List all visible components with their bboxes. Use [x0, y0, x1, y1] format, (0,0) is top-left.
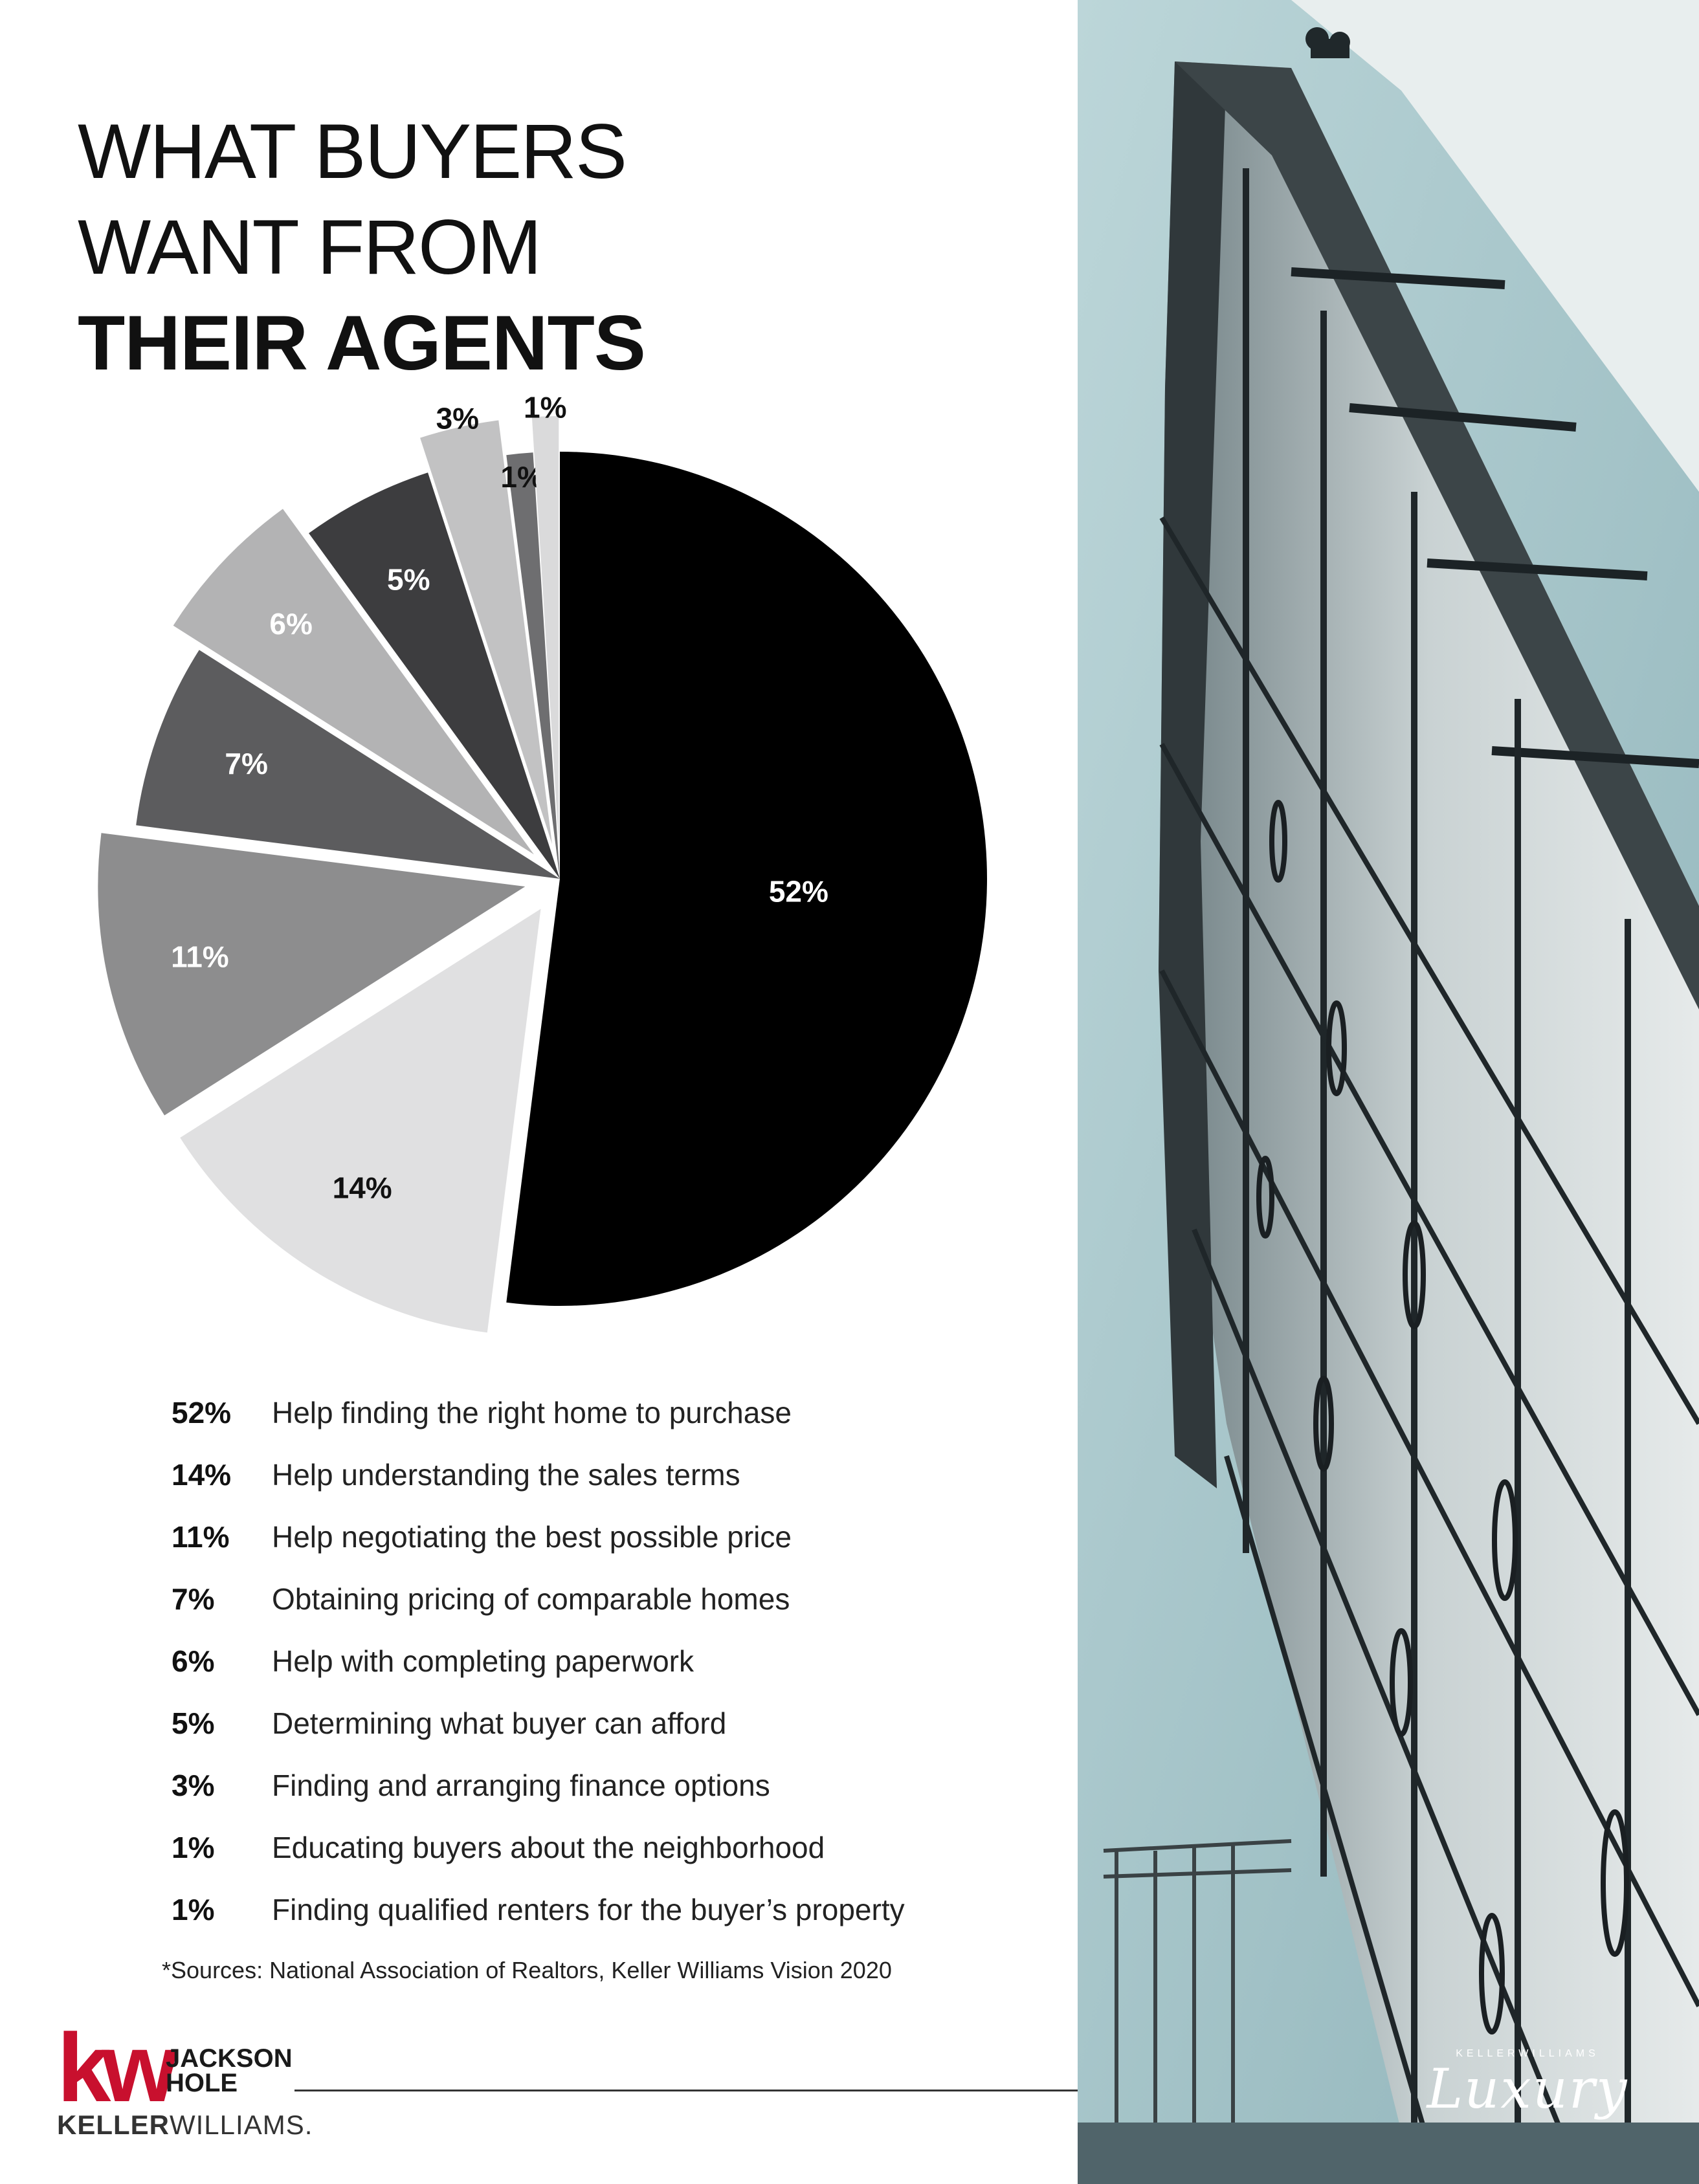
pie-slice [98, 833, 526, 1116]
title-line-2: WANT FROM [78, 204, 542, 291]
page-title: WHAT BUYERS WANT FROM THEIR AGENTS [78, 104, 646, 391]
pie-slice [309, 472, 560, 879]
legend-row: 1% Finding qualified renters for the buye… [172, 1879, 1013, 1941]
office-name: JACKSON HOLE [166, 2044, 293, 2097]
keller-williams-luxury-logo: KELLERWILLIAMS Luxury [1411, 2048, 1644, 2118]
legend-pct: 7% [172, 1582, 215, 1616]
source-note: *Sources: National Association of Realto… [162, 1957, 892, 1983]
luxury-script: Luxury [1427, 2057, 1628, 2121]
legend-row: 11% Help negotiating the best possible pr… [172, 1506, 1013, 1568]
legend-text: Help finding the right home to purchase [272, 1396, 792, 1429]
pie-data-label: 5% [387, 562, 430, 596]
pie-slice [506, 452, 560, 879]
legend-text: Help negotiating the best possible price [272, 1520, 792, 1554]
legend-row: 7% Obtaining pricing of comparable homes [172, 1568, 1013, 1630]
kw-mark: kw [57, 2013, 177, 2122]
legend-text: Finding qualified renters for the buyer’… [272, 1893, 905, 1926]
legend-row: 6% Help with completing paperwork [172, 1630, 1013, 1692]
legend-text: Help with completing paperwork [272, 1644, 694, 1678]
pie-data-label: 1% [524, 391, 566, 425]
pie-data-label: 7% [225, 747, 267, 780]
brand-part-1: KELLER [57, 2110, 170, 2140]
legend-pct: 14% [172, 1458, 232, 1492]
legend-pct: 1% [172, 1893, 215, 1926]
legend-pct: 3% [172, 1769, 215, 1802]
legend: 52% Help finding the right home to purcha… [172, 1382, 1013, 1941]
pie-chart: 52%14%11%7%6%5%3%1%1% [98, 391, 987, 1333]
pie-slice [420, 420, 553, 844]
legend-row: 14% Help understanding the sales terms [172, 1444, 1013, 1506]
legend-pct: 11% [172, 1520, 230, 1554]
brand-name: KELLERWILLIAMS. [57, 2110, 313, 2141]
pie-slice [180, 909, 541, 1333]
pie-data-label: 3% [436, 402, 479, 436]
legend-row: 5% Determining what buyer can afford [172, 1692, 1013, 1754]
pie-data-label: 14% [333, 1171, 392, 1204]
legend-text: Obtaining pricing of comparable homes [272, 1582, 790, 1616]
title-line-3: THEIR AGENTS [78, 300, 646, 386]
office-line-1: JACKSON [166, 2044, 293, 2073]
pie-data-label: 11% [171, 940, 229, 973]
legend-text: Determining what buyer can afford [272, 1706, 727, 1740]
brand-part-2: WILLIAMS. [170, 2110, 313, 2140]
legend-row: 1% Educating buyers about the neighborhoo… [172, 1816, 1013, 1879]
pie-data-label: 52% [769, 874, 828, 908]
office-line-2: HOLE [166, 2069, 238, 2097]
title-line-1: WHAT BUYERS [78, 108, 627, 195]
pie-slice [531, 416, 559, 844]
legend-row: 3% Finding and arranging finance options [172, 1754, 1013, 1816]
legend-text: Help understanding the sales terms [272, 1458, 740, 1492]
legend-text: Finding and arranging finance options [272, 1769, 770, 1802]
pie-data-label: 6% [269, 607, 312, 641]
luxury-brand-small: KELLERWILLIAMS [1456, 2048, 1599, 2059]
legend-pct: 6% [172, 1644, 215, 1678]
legend-pct: 52% [172, 1396, 232, 1429]
infographic-panel: WHAT BUYERS WANT FROM THEIR AGENTS 52% 14… [57, 104, 1013, 2141]
pie-slice [173, 509, 534, 855]
legend-text: Educating buyers about the neighborhood [272, 1831, 825, 1864]
building-photo [1078, 0, 1699, 2184]
legend-pct: 5% [172, 1706, 215, 1740]
legend-pct: 1% [172, 1831, 215, 1864]
legend-row: 52% Help finding the right home to purcha… [172, 1382, 1013, 1444]
pie-slice [506, 452, 987, 1306]
pie-slice [136, 650, 561, 879]
footer-rule [294, 2090, 1372, 2091]
